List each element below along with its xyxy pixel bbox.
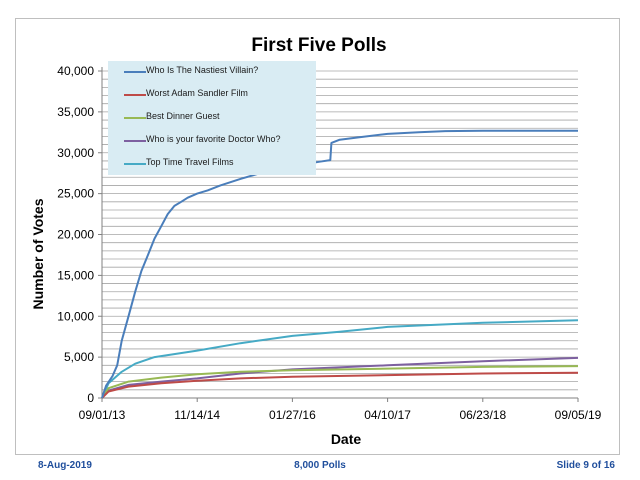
legend-swatch bbox=[124, 71, 146, 73]
y-axis-label: Number of Votes bbox=[30, 198, 46, 309]
series-line bbox=[101, 371, 579, 399]
legend-label: Who is your favorite Doctor Who? bbox=[146, 134, 281, 144]
x-tick-label: 09/01/13 bbox=[79, 408, 126, 422]
legend-swatch bbox=[124, 117, 146, 119]
series-line bbox=[101, 129, 578, 399]
chart-frame: First Five Polls Date Number of Votes 0 5… bbox=[15, 18, 620, 455]
legend-item: Who is your favorite Doctor Who? bbox=[108, 134, 316, 148]
legend-item: Worst Adam Sandler Film bbox=[108, 88, 316, 102]
legend-item: Best Dinner Guest bbox=[108, 111, 316, 125]
x-axis-label: Date bbox=[331, 431, 362, 447]
x-tick-label: 09/05/19 bbox=[555, 408, 602, 422]
y-tick-labels: 0 5,000 10,000 15,000 20,000 25,000 30,000 35,0… bbox=[57, 64, 94, 405]
y-tick-label: 35,000 bbox=[57, 105, 94, 119]
x-tick-label: 11/14/14 bbox=[174, 408, 220, 422]
legend-label: Worst Adam Sandler Film bbox=[146, 88, 248, 98]
footer-poll-count: 8,000 Polls bbox=[294, 460, 346, 471]
series-line bbox=[101, 319, 579, 399]
y-tick-label: 15,000 bbox=[57, 268, 94, 282]
legend-item: Who Is The Nastiest Villain? bbox=[108, 65, 316, 79]
series-line bbox=[101, 365, 579, 399]
legend-label: Who Is The Nastiest Villain? bbox=[146, 65, 259, 75]
y-tick-label: 30,000 bbox=[57, 146, 94, 160]
series-line bbox=[101, 356, 579, 399]
series-lines bbox=[101, 129, 579, 399]
x-tick-label: 06/23/18 bbox=[459, 408, 506, 422]
y-tick-label: 25,000 bbox=[57, 187, 94, 201]
y-tick-label: 20,000 bbox=[57, 228, 94, 242]
legend-label: Best Dinner Guest bbox=[146, 111, 220, 121]
grid-lines bbox=[102, 70, 578, 391]
x-tick-labels: 09/01/13 11/14/14 01/27/16 04/10/17 06/23/18… bbox=[79, 408, 602, 422]
legend-swatch bbox=[124, 94, 146, 96]
chart-title: First Five Polls bbox=[251, 35, 386, 56]
legend-swatch bbox=[124, 163, 146, 165]
legend-item: Top Time Travel Films bbox=[108, 157, 316, 171]
x-tick-label: 01/27/16 bbox=[269, 408, 316, 422]
x-tick-label: 04/10/17 bbox=[364, 408, 411, 422]
legend-label: Top Time Travel Films bbox=[146, 157, 234, 167]
axes bbox=[98, 67, 579, 402]
footer-date: 8-Aug-2019 bbox=[38, 460, 92, 471]
legend-swatch bbox=[124, 140, 146, 142]
chart-legend: Who Is The Nastiest Villain? Worst Adam S… bbox=[108, 61, 316, 175]
footer-slide-number: Slide 9 of 16 bbox=[556, 460, 615, 471]
line-chart: First Five Polls Date Number of Votes 0 5… bbox=[30, 35, 602, 447]
y-tick-label: 5,000 bbox=[64, 350, 94, 364]
y-tick-label: 10,000 bbox=[57, 309, 94, 323]
y-tick-label: 40,000 bbox=[57, 64, 94, 78]
y-tick-label: 0 bbox=[87, 391, 94, 405]
